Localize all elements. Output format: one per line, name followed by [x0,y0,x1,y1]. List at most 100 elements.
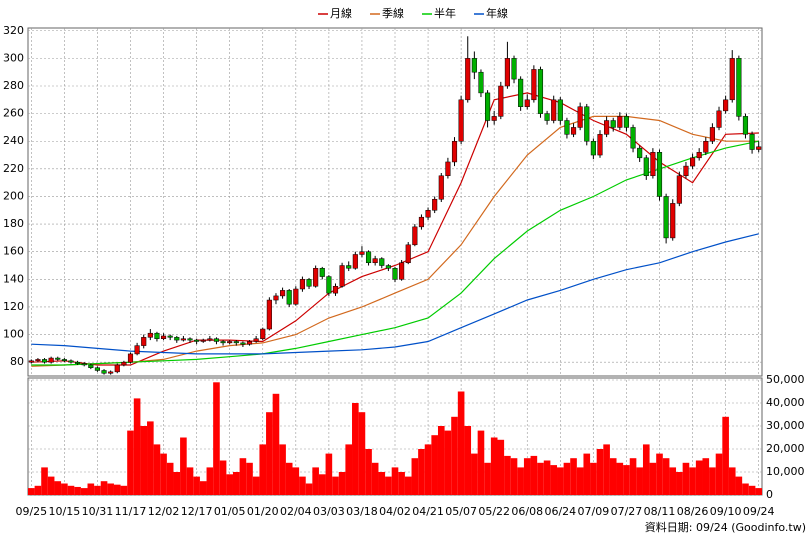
volume-bar [358,412,366,495]
candle-body [227,341,233,344]
candle-body [187,338,193,341]
y-tick-label: 280 [3,79,24,92]
candle-body [650,152,656,177]
candle-body [101,370,107,374]
candle-body [504,58,510,87]
legend-label: 季線 [382,6,404,20]
candle-body [313,268,319,287]
candle-body [167,335,173,338]
candle-body [729,58,735,101]
candle-body [392,268,398,280]
volume-bar [722,416,729,495]
x-tick-label: 06/08 [511,505,543,518]
candle-body [458,99,464,142]
volume-bar [378,472,386,495]
ma-line [31,233,759,355]
volume-bar [213,382,220,495]
x-tick-label: 01/20 [247,505,279,518]
volume-bar [345,444,353,495]
x-tick-label: 12/17 [181,505,213,518]
candle-body [306,279,312,287]
candle-body [207,338,213,341]
candle-body [610,120,616,128]
candle-body [551,99,557,121]
volume-bar [477,430,485,495]
candle-body [299,279,305,290]
volume-bar [629,458,637,495]
candle-body [663,196,669,239]
candle-body [213,338,220,342]
candle-body [346,265,352,269]
candle-body [656,152,663,197]
candle-body [194,339,200,342]
volume-bar [444,430,452,495]
volume-bar [609,458,617,495]
candle-body [723,99,729,112]
volume-bar [537,462,544,495]
candle-body [280,290,286,297]
candle-body [471,58,477,73]
candle-body [240,342,246,345]
candle-body [319,268,325,277]
candle-body [260,328,266,339]
volume-bar [728,467,736,495]
volume-bar [113,484,121,495]
volume-bar [748,485,756,495]
volume-bar [239,458,247,495]
candle-body [438,175,444,200]
candle-body [511,58,517,80]
candle-body [564,120,570,135]
volume-bar [437,426,445,495]
y2-tick-label: 0 [766,488,773,501]
volume-bar [219,460,227,495]
volume-bar [709,467,716,495]
candle-body [749,134,755,150]
candle-body [485,92,491,121]
volume-bar [193,476,200,495]
volume-bar [676,472,683,495]
candle-body [432,198,438,211]
candle-body [399,262,405,280]
volume-bar [226,474,233,495]
candle-body [597,134,603,156]
candle-body [174,337,180,341]
volume-bar [669,467,677,495]
x-tick-label: 08/26 [677,505,709,518]
volume-bar [702,458,710,495]
volume-bar [715,453,723,495]
candle-body [266,299,272,330]
volume-bar [431,435,438,495]
y-tick-label: 140 [3,272,24,285]
candle-body [465,58,471,101]
volume-bar [603,444,610,495]
x-tick-label: 10/31 [82,505,114,518]
volume-bar [543,460,551,495]
volume-bar [557,467,564,495]
volume-bar [332,476,339,495]
candle-body [75,361,81,364]
volume-bar [80,488,88,495]
volume-bar [47,476,55,495]
candle-body [28,360,34,363]
y-tick-label: 300 [3,51,24,64]
volume-bar [74,486,81,495]
candle-body [577,106,583,128]
x-tick-label: 09/10 [710,505,742,518]
volume-bar [689,467,696,495]
x-tick-label: 03/18 [346,505,378,518]
volume-bar [695,460,703,495]
candle-body [379,258,385,266]
volume-bar [656,453,663,495]
y-tick-label: 200 [3,189,24,202]
candle-body [160,335,167,339]
y-tick-label: 260 [3,107,24,120]
volume-bar [735,476,743,495]
volume-bar [517,467,524,495]
candle-body [756,146,762,150]
ma-line [31,140,759,366]
volume-bar [127,430,134,495]
volume-bar [318,474,326,495]
volume-bar [352,403,359,495]
volume-bar [510,458,518,495]
candle-body [134,345,140,355]
